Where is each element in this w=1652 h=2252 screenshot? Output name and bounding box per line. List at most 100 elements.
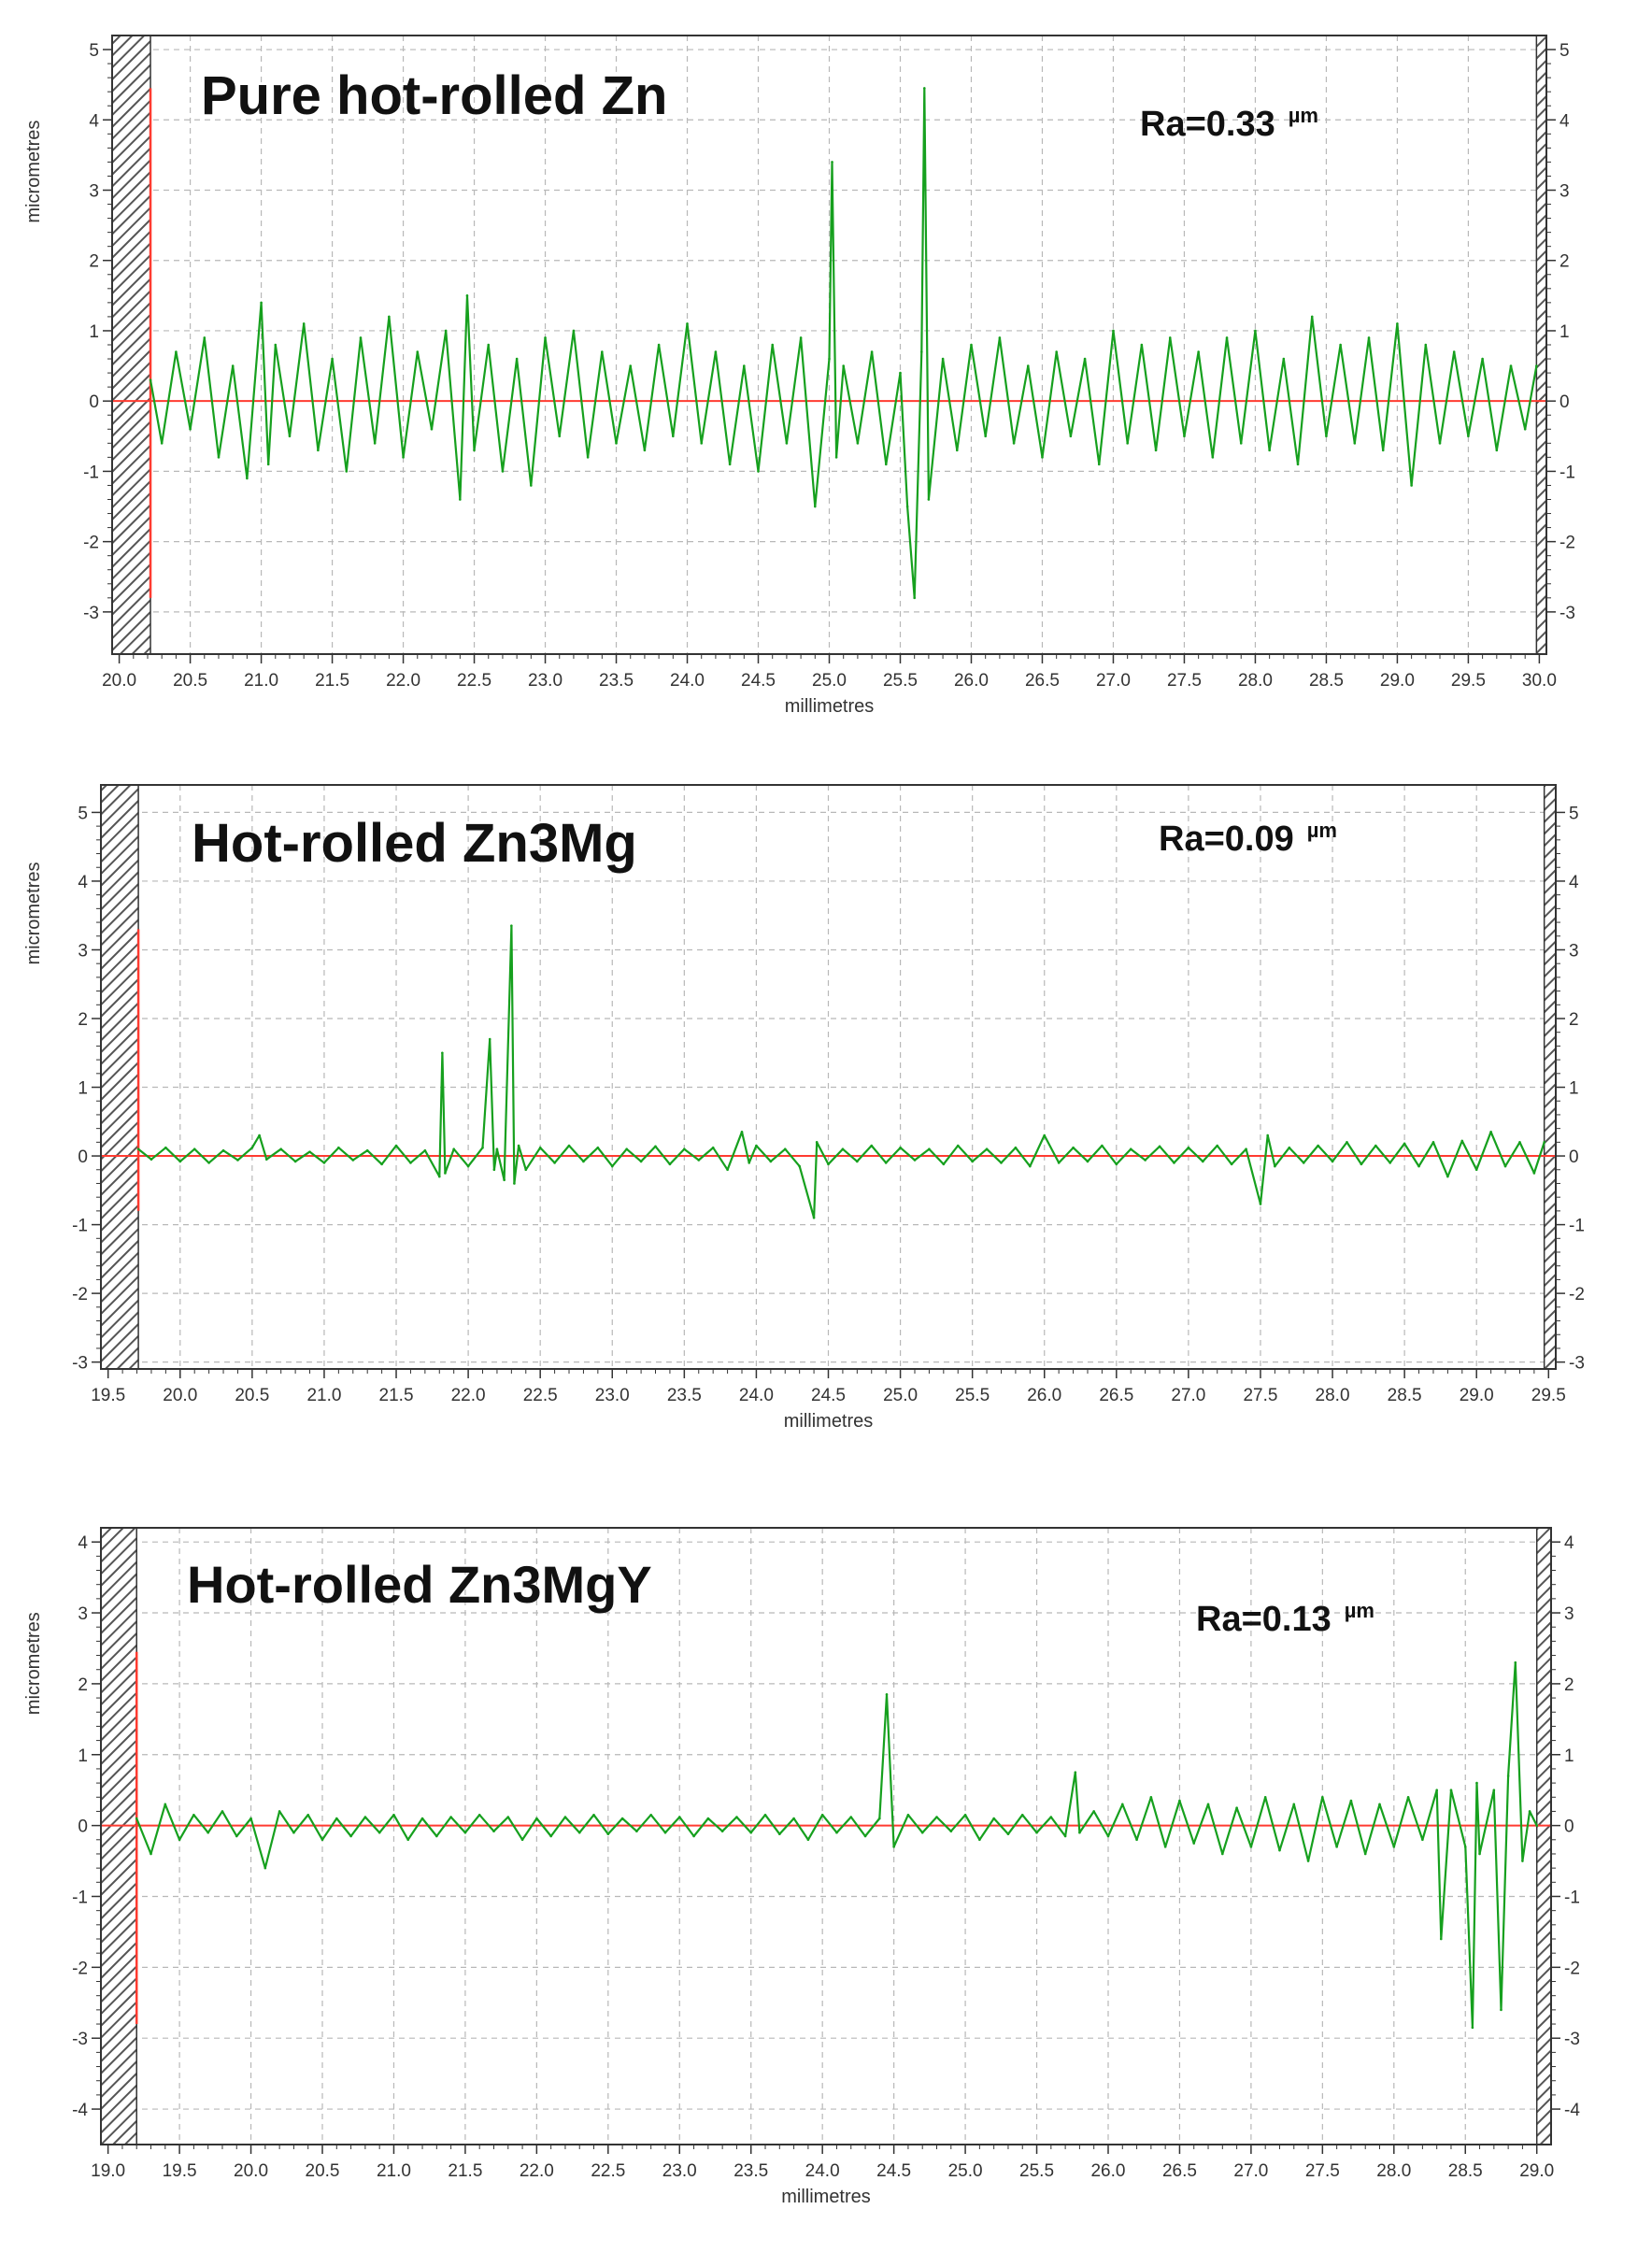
profile-point <box>1389 1162 1392 1164</box>
profile-point <box>913 596 916 600</box>
profile-point <box>1057 1162 1061 1164</box>
profile-point <box>928 1147 931 1151</box>
x-tick-label: 24.5 <box>876 2161 911 2181</box>
panel-title: Pure hot-rolled Zn <box>201 65 667 126</box>
profile-point <box>392 1813 395 1817</box>
profile-point <box>535 1817 538 1820</box>
panel-title: Hot-rolled Zn3Mg <box>192 813 637 874</box>
profile-point <box>629 364 633 367</box>
profile-point <box>465 294 469 297</box>
profile-point <box>1518 1141 1521 1144</box>
y-tick-label-left: 0 <box>89 392 99 412</box>
profile-point <box>643 449 647 452</box>
profile-point <box>1192 1842 1196 1845</box>
profile-point <box>1154 449 1158 452</box>
y-tick-label-left: -2 <box>72 1285 88 1304</box>
profile-point <box>955 449 959 452</box>
profile-point <box>992 1817 995 1820</box>
grid-lines <box>101 1528 1551 2145</box>
profile-point <box>923 87 926 90</box>
profile-point <box>1296 463 1300 466</box>
profile-point <box>510 924 513 928</box>
profile-point <box>1378 1803 1381 1806</box>
profile-point <box>1381 449 1385 452</box>
profile-point <box>1543 1141 1545 1144</box>
profile-point <box>601 350 604 353</box>
profile-point <box>884 1162 888 1164</box>
profile-point <box>264 1158 268 1162</box>
y-tick-label-left: 2 <box>78 1010 88 1030</box>
profile-point <box>615 442 618 445</box>
profile-point <box>1221 1852 1224 1856</box>
profile-point <box>1063 1834 1067 1838</box>
y-tick-label-right: 2 <box>1564 1675 1574 1695</box>
profile-point <box>743 364 746 367</box>
profile-point <box>835 1831 838 1834</box>
profile-point <box>235 1834 238 1838</box>
profile-point <box>1503 1164 1507 1168</box>
profile-point <box>927 498 931 501</box>
profile-point <box>620 1817 624 1820</box>
profile-point <box>771 343 775 347</box>
profile-point <box>1178 1799 1181 1803</box>
profile-point <box>1535 1824 1539 1827</box>
profile-point <box>292 1831 295 1834</box>
y-tick-label-right: 5 <box>1569 804 1579 823</box>
x-tick-label: 21.5 <box>448 2161 482 2181</box>
profile-point <box>1292 1803 1296 1806</box>
profile-point <box>970 343 973 347</box>
profile-point <box>1335 1846 1338 1848</box>
x-tick-label: 22.0 <box>451 1386 486 1405</box>
profile-point <box>175 350 178 353</box>
profile-point <box>1310 315 1314 319</box>
profile-point <box>260 301 263 305</box>
y-tick-label-left: -1 <box>72 1217 88 1236</box>
y-tick-label-left: -3 <box>83 604 99 623</box>
x-tick-label: 21.5 <box>315 671 349 691</box>
profile-point <box>1532 1172 1536 1175</box>
x-tick-label: 26.5 <box>1099 1386 1133 1405</box>
x-tick-label: 29.0 <box>1380 671 1415 691</box>
profile-point <box>1163 1846 1167 1848</box>
profile-point <box>150 1158 153 1162</box>
x-tick-label: 26.0 <box>1090 2161 1125 2181</box>
profile-point <box>856 442 860 445</box>
profile-point <box>1140 343 1144 347</box>
profile-point <box>1495 449 1499 452</box>
profile-point <box>246 477 249 480</box>
y-tick-label-left: -3 <box>72 1354 88 1374</box>
profile-point <box>1492 1789 1496 1791</box>
x-tick-label: 21.0 <box>244 671 278 691</box>
profile-point <box>279 1147 282 1151</box>
profile-point <box>1478 1852 1481 1856</box>
profile-point <box>221 1148 225 1152</box>
profile-point <box>1489 1131 1492 1133</box>
profile-point <box>985 1147 989 1151</box>
y-tick-label-left: 1 <box>78 1746 88 1766</box>
profile-point <box>1259 1203 1262 1205</box>
profile-point <box>538 1146 542 1149</box>
profile-point <box>672 435 675 438</box>
profile-point <box>1449 1789 1453 1791</box>
profile-point <box>1446 1175 1449 1178</box>
x-tick-label: 28.5 <box>1309 671 1344 691</box>
profile-point <box>189 427 192 431</box>
profile-point <box>444 329 448 333</box>
profile-point <box>978 1838 981 1842</box>
profile-point <box>492 1830 495 1832</box>
profile-point <box>1072 1146 1075 1149</box>
profile-point <box>870 1144 874 1147</box>
x-tick-label: 19.5 <box>163 2161 197 2181</box>
x-tick-label: 25.5 <box>883 671 918 691</box>
y-tick-label-right: 3 <box>1559 182 1570 202</box>
profile-point <box>1274 1164 1276 1168</box>
profile-point <box>1149 1795 1153 1799</box>
profile-point <box>515 357 519 361</box>
profile-point <box>249 1817 252 1820</box>
x-tick-label: 22.0 <box>520 2161 554 2181</box>
x-tick-label: 23.5 <box>599 671 634 691</box>
x-tick-label: 28.5 <box>1448 2161 1483 2181</box>
profile-point <box>1353 442 1357 445</box>
profile-point <box>288 435 292 438</box>
x-axis-title: millimetres <box>784 1411 874 1432</box>
